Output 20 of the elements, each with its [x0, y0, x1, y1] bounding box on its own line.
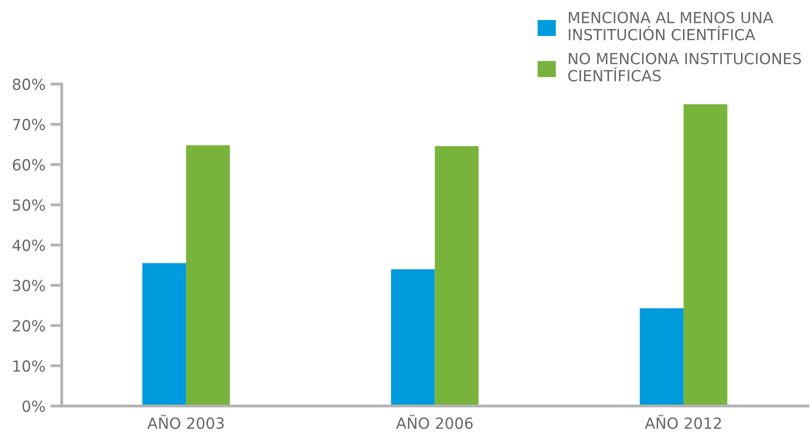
x-tick-label: AÑO 2003: [147, 414, 224, 429]
y-tick-label: 30%: [12, 280, 45, 292]
bar: [434, 146, 479, 406]
y-tick-label: 80%: [12, 78, 45, 90]
y-tick-label: 50%: [12, 199, 45, 211]
bar: [640, 308, 684, 406]
y-tick-label: 0%: [22, 400, 45, 412]
bar: [391, 269, 435, 406]
x-tick-label: AÑO 2006: [396, 414, 473, 429]
legend-label: MENCIONA AL MENOS UNA INSTITUCIÓN CIENTÍFICA: [568, 12, 774, 40]
y-tick-label: 40%: [12, 240, 45, 252]
y-tick-label: 10%: [13, 360, 45, 372]
bar: [684, 104, 728, 406]
legend-label: NO MENCIONA INSTITUCIONES CIENTÍFICAS: [568, 52, 801, 82]
bar: [186, 145, 230, 406]
y-tick-label: 20%: [12, 320, 45, 332]
y-tick-label: 70%: [13, 118, 45, 130]
x-tick-label: AÑO 2012: [644, 414, 721, 429]
y-tick-label: 60%: [12, 159, 45, 171]
bar: [142, 263, 186, 406]
